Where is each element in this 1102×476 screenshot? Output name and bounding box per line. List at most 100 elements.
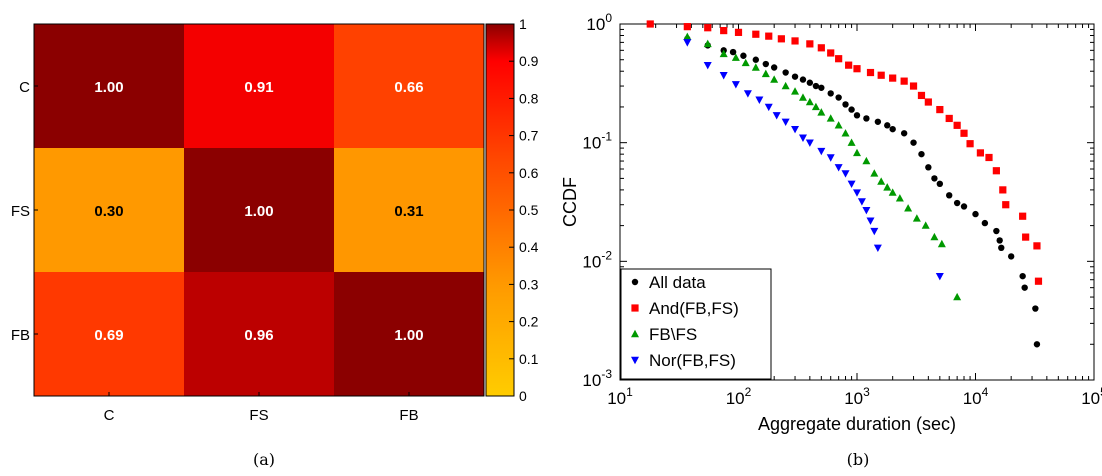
- y-tick-label: 10-2: [582, 248, 612, 271]
- series-1-point: [806, 40, 814, 48]
- series-2-point: [841, 129, 850, 137]
- series-0-point: [818, 84, 825, 91]
- series-0-point: [1032, 305, 1039, 312]
- colorbar-tick-label: 0.2: [519, 314, 539, 330]
- series-0-point: [900, 130, 908, 137]
- series-0-point: [918, 150, 925, 158]
- series-1-point: [720, 26, 728, 35]
- legend-marker-2: [631, 329, 639, 338]
- series-2-point: [953, 292, 962, 301]
- series-2-point: [904, 204, 913, 212]
- series-2-point: [847, 138, 856, 146]
- series-2-point: [883, 183, 892, 191]
- series-2-point: [834, 121, 843, 129]
- legend-label-3: Nor(FB,FS): [649, 351, 736, 370]
- series-0-point: [972, 210, 979, 218]
- series-0-point: [1021, 284, 1028, 291]
- series-0-point: [953, 199, 961, 207]
- series-3-point: [805, 139, 814, 147]
- series-0-point: [863, 115, 870, 122]
- legend: All data And(FB,FS) FB\FS Nor(FB,FS): [620, 268, 772, 380]
- x-tick-label: 103: [844, 385, 870, 408]
- series-1-point: [960, 129, 968, 137]
- series-0-point: [1033, 341, 1041, 348]
- series-0-point: [981, 219, 989, 227]
- colorbar-tick-label: 0: [519, 388, 527, 404]
- series-3: [683, 39, 944, 281]
- series-1-point: [945, 114, 953, 123]
- series-3-point: [743, 90, 752, 98]
- heatmap-cell-FS-C: [34, 148, 184, 272]
- series-3-point: [935, 272, 944, 281]
- series-2-point: [853, 148, 861, 157]
- series-0-point: [884, 122, 891, 129]
- series-2-point: [798, 93, 807, 101]
- colorbar-tick-label: 0.8: [519, 90, 539, 106]
- legend-label-1: And(FB,FS): [649, 299, 739, 318]
- legend-marker-0: [631, 278, 639, 286]
- series-0-point: [740, 52, 747, 59]
- series-0-point: [946, 192, 953, 199]
- heatmap-value-C-FS: 0.91: [244, 79, 273, 96]
- colorbar-tick-label: 0.9: [519, 53, 539, 69]
- series-2-point: [703, 39, 712, 48]
- legend-box: [620, 268, 772, 380]
- series-0-point: [806, 79, 814, 86]
- series-1-point: [866, 68, 875, 77]
- series-0-point: [910, 139, 917, 146]
- series-2-point: [930, 232, 939, 241]
- series-1-point: [917, 91, 926, 100]
- series-2-point: [791, 87, 800, 95]
- legend-label-0: All data: [649, 273, 706, 292]
- x-tick-label: 102: [726, 385, 752, 408]
- series-1-point: [976, 149, 985, 157]
- heatmap-col-label-C: C: [104, 407, 115, 424]
- series-3-point: [781, 118, 790, 126]
- series-3-point: [870, 227, 879, 236]
- series-3-point: [703, 61, 712, 70]
- heatmap-frame: [33, 23, 485, 397]
- panel-b-caption: (b): [847, 450, 870, 469]
- series-0-point: [812, 82, 820, 90]
- series-2-point: [912, 214, 921, 222]
- heatmap-row-label-C: C: [19, 79, 30, 96]
- ccdf-panel: 101 102 103 104 105 10-3 10-2 10-1 100 Aggregate …: [560, 11, 1102, 434]
- legend-marker-1: [631, 304, 639, 312]
- heatmap-cell-FB-C: [34, 272, 184, 396]
- y-tick-label: 10-3: [582, 367, 612, 390]
- series-2-point: [811, 102, 820, 111]
- series-3-point: [826, 154, 835, 162]
- colorbar-tick-label: 0.5: [519, 202, 539, 218]
- x-axis-label: Aggregate duration (sec): [758, 414, 956, 434]
- series-0-point: [799, 76, 807, 83]
- series-0-point: [993, 227, 1000, 235]
- series-3-point: [772, 112, 781, 120]
- heatmap-cell-FB-FS: [184, 272, 334, 396]
- series-0-point: [960, 203, 968, 210]
- series-0-point: [853, 112, 861, 119]
- heatmap-panel: 1.00 0.91 0.66 C 0.30 1.00 0.31 FS 0.69 0.96 1.00 F…: [11, 23, 485, 424]
- series-0-point: [889, 125, 896, 133]
- heatmap-cell-C-FB: [334, 24, 484, 148]
- series-1-point: [1019, 212, 1027, 220]
- series-0: [647, 20, 1041, 348]
- series-3-point: [731, 81, 740, 89]
- heatmap-value-FB-FS: 0.96: [244, 327, 273, 344]
- heatmap-value-FB-FB: 1.00: [394, 327, 423, 344]
- series-0-point: [835, 94, 842, 101]
- heatmap-col-label-FB: FB: [399, 407, 418, 424]
- panel-a-caption: (a): [253, 450, 275, 469]
- series-0-point: [1019, 272, 1026, 280]
- series-2-point: [817, 108, 826, 116]
- series-2-point: [741, 58, 750, 67]
- series-0-point: [998, 244, 1005, 252]
- heatmap-cell-C-FS: [184, 24, 334, 148]
- series-3-point: [857, 198, 866, 206]
- series-3-point: [798, 134, 807, 142]
- series-3-point: [817, 147, 826, 156]
- series-2-point: [826, 114, 835, 122]
- heatmap-value-FS-FB: 0.31: [394, 203, 423, 220]
- colorbar-tick-label: 0.3: [519, 276, 539, 292]
- heatmap-value-FB-C: 0.69: [94, 327, 123, 344]
- series-2-point: [877, 177, 886, 185]
